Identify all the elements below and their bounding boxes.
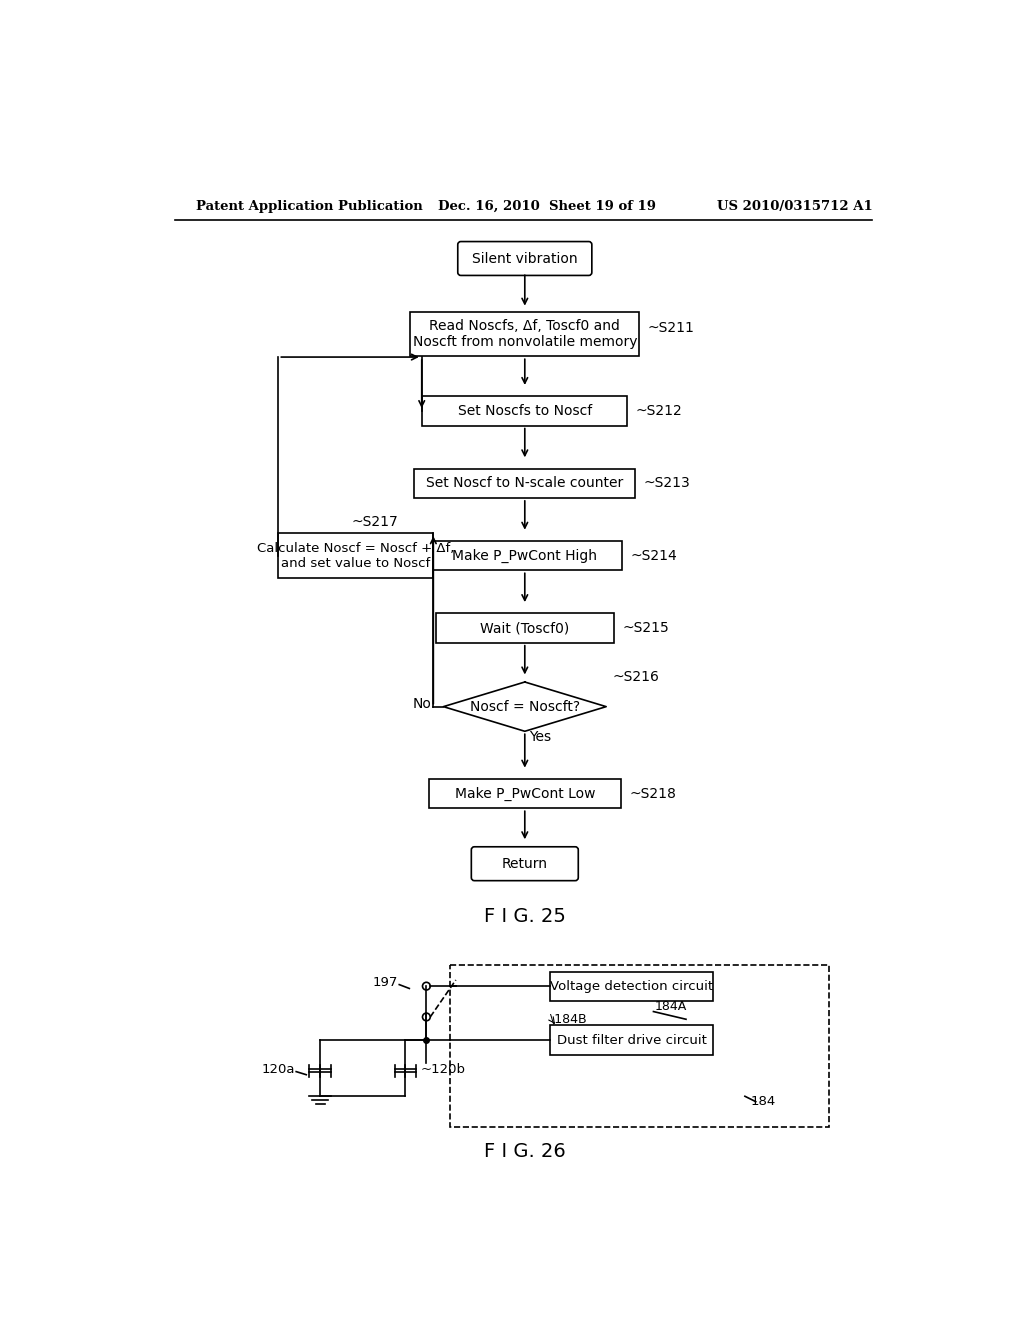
Text: Make P_PwCont High: Make P_PwCont High xyxy=(453,549,597,562)
Text: Yes: Yes xyxy=(529,730,552,744)
Bar xyxy=(279,533,433,578)
FancyBboxPatch shape xyxy=(471,847,579,880)
Text: 184A: 184A xyxy=(655,1001,687,1014)
Text: No: No xyxy=(413,697,432,710)
Bar xyxy=(411,312,639,356)
Text: Silent vibration: Silent vibration xyxy=(472,252,578,265)
Text: Return: Return xyxy=(502,857,548,871)
Text: 120a: 120a xyxy=(261,1063,295,1076)
Text: Dust filter drive circuit: Dust filter drive circuit xyxy=(557,1034,707,1047)
Bar xyxy=(435,614,614,643)
Text: ~S211: ~S211 xyxy=(647,321,694,335)
Text: F I G. 26: F I G. 26 xyxy=(484,1142,565,1162)
Polygon shape xyxy=(443,682,606,731)
Text: Voltage detection circuit: Voltage detection circuit xyxy=(550,979,714,993)
Text: ~S218: ~S218 xyxy=(630,787,676,801)
Text: ~S213: ~S213 xyxy=(643,477,690,490)
Text: 197: 197 xyxy=(373,975,397,989)
Text: \184B: \184B xyxy=(550,1012,587,1026)
Bar xyxy=(422,396,628,425)
Bar xyxy=(429,779,621,808)
Bar xyxy=(550,1026,713,1055)
Text: Set Noscfs to Noscf: Set Noscfs to Noscf xyxy=(458,404,592,418)
Text: Patent Application Publication: Patent Application Publication xyxy=(197,199,423,213)
Text: Read Noscfs, Δf, Toscf0 and
Noscft from nonvolatile memory: Read Noscfs, Δf, Toscf0 and Noscft from … xyxy=(413,319,637,348)
Text: 184: 184 xyxy=(751,1096,776,1109)
Text: ~S212: ~S212 xyxy=(636,404,682,418)
Text: Wait (Toscf0): Wait (Toscf0) xyxy=(480,622,569,635)
Text: F I G. 25: F I G. 25 xyxy=(484,907,565,927)
Text: US 2010/0315712 A1: US 2010/0315712 A1 xyxy=(717,199,872,213)
FancyBboxPatch shape xyxy=(458,242,592,276)
Bar xyxy=(550,972,713,1001)
Text: Noscf = Noscft?: Noscf = Noscft? xyxy=(470,700,580,714)
Text: ~S214: ~S214 xyxy=(630,549,677,562)
Bar xyxy=(415,469,635,498)
Text: ~120b: ~120b xyxy=(421,1063,466,1076)
Text: ~S215: ~S215 xyxy=(623,622,670,635)
Text: Set Noscf to N-scale counter: Set Noscf to N-scale counter xyxy=(426,477,624,490)
Bar xyxy=(428,541,622,570)
Text: ~S216: ~S216 xyxy=(612,671,659,684)
Text: Calculate Noscf = Noscf + Δf,
and set value to Noscf: Calculate Noscf = Noscf + Δf, and set va… xyxy=(257,541,455,570)
Text: Make P_PwCont Low: Make P_PwCont Low xyxy=(455,787,595,801)
Text: Dec. 16, 2010  Sheet 19 of 19: Dec. 16, 2010 Sheet 19 of 19 xyxy=(438,199,656,213)
Text: ~S217: ~S217 xyxy=(352,515,398,529)
Bar xyxy=(450,965,829,1127)
